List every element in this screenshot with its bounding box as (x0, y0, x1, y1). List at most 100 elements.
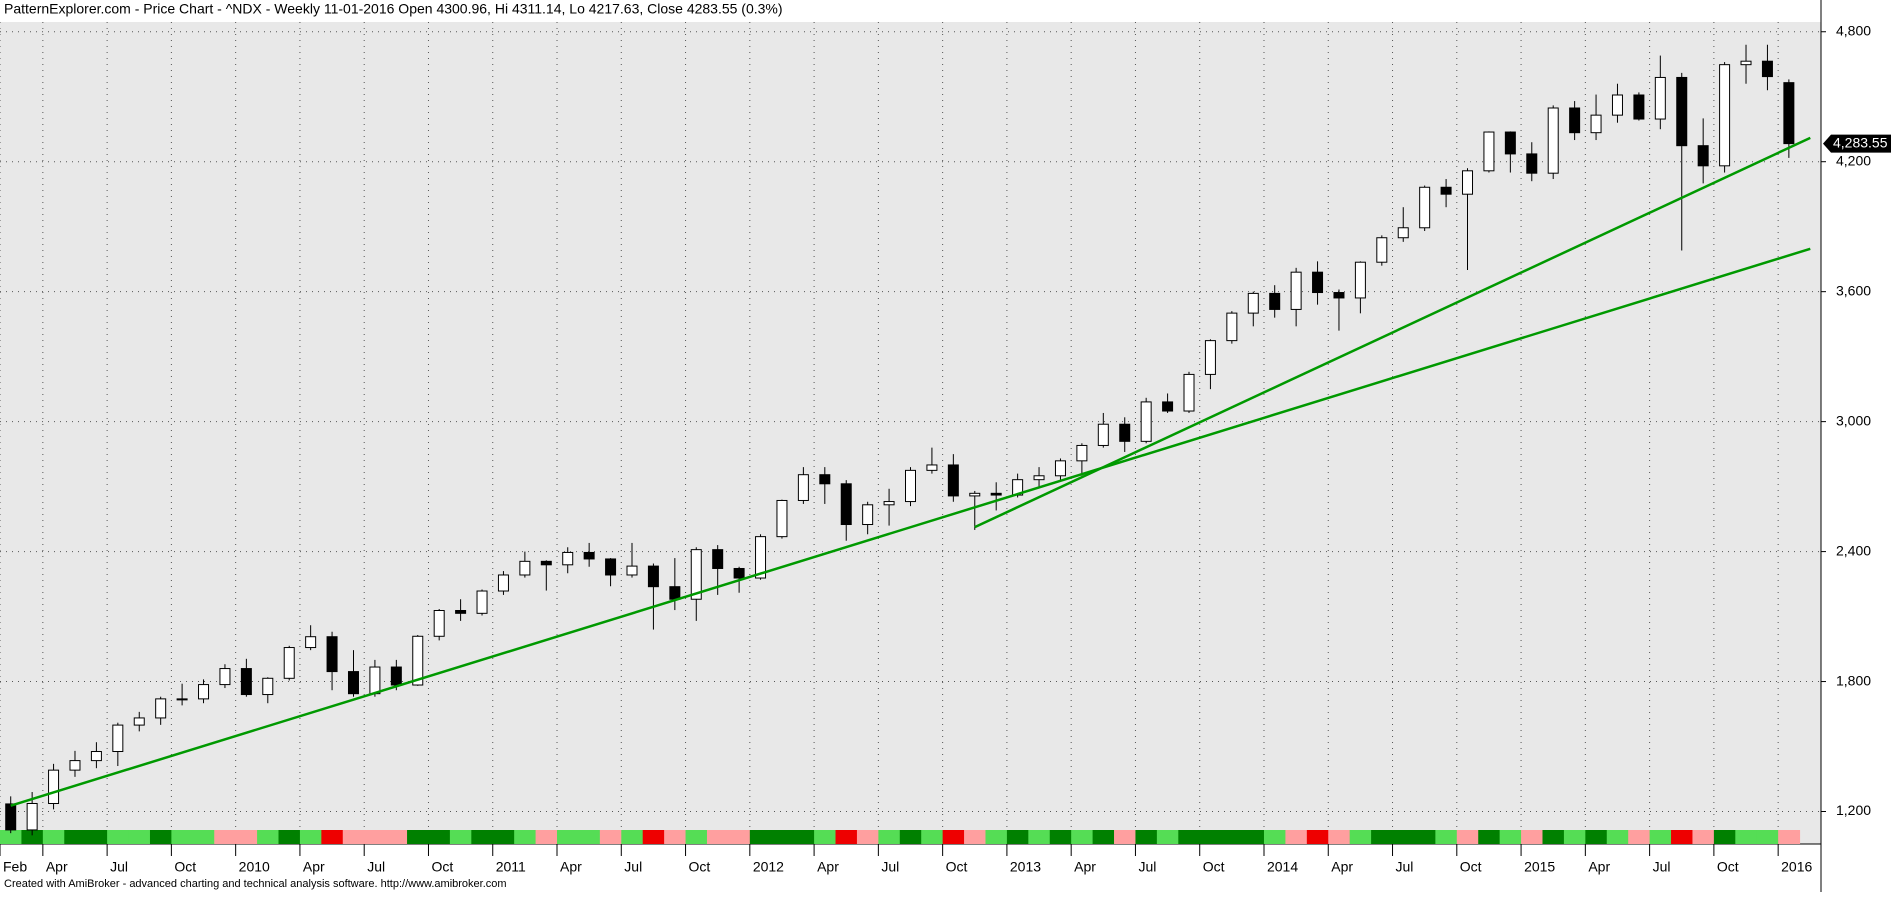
y-tick-label: 4,200 (1836, 152, 1871, 168)
signal-strip-segment (342, 830, 365, 844)
candle-body (1162, 401, 1174, 412)
candle-body (1526, 153, 1538, 174)
candle-body (1440, 186, 1452, 195)
signal-strip-segment (64, 830, 87, 844)
signal-strip-segment (471, 830, 494, 844)
signal-strip-segment (1049, 830, 1072, 844)
x-tick-label: 2016 (1781, 859, 1812, 875)
signal-strip-segment (878, 830, 901, 844)
candle-body (1462, 170, 1474, 195)
candle-body (1611, 94, 1623, 116)
signal-strip-segment (1435, 830, 1458, 844)
signal-strip-segment (1285, 830, 1308, 844)
signal-strip-segment (1778, 830, 1801, 844)
signal-strip-segment (557, 830, 579, 844)
signal-strip-segment (385, 830, 408, 844)
title-box (0, 0, 820, 20)
candle-body (433, 610, 445, 637)
candle-body (347, 671, 359, 695)
candle-body (1761, 60, 1773, 78)
x-tick-label: 2015 (1524, 859, 1555, 875)
candle-body (262, 677, 274, 696)
candle-body (712, 549, 724, 569)
signal-strip-segment (942, 830, 965, 844)
signal-strip-segment (685, 830, 708, 844)
candle-body (969, 492, 981, 497)
signal-strip-segment (535, 830, 558, 844)
signal-strip-segment (1114, 830, 1136, 844)
candle-body (647, 565, 659, 588)
x-tick-label: Apr (817, 859, 839, 875)
candle-body (133, 717, 145, 726)
signal-strip-segment (771, 830, 794, 844)
y-tick-label: 3,000 (1836, 412, 1871, 428)
candle-body (1654, 76, 1666, 120)
y-tick-label: 1,800 (1836, 672, 1871, 688)
trendline (974, 136, 1811, 529)
signal-strip-segment (428, 830, 451, 844)
signal-strip-segment (107, 830, 130, 844)
signal-strip-segment (171, 830, 194, 844)
candle-body (412, 635, 424, 686)
signal-strip-segment (835, 830, 858, 844)
signal-strip-segment (492, 830, 515, 844)
signal-strip-segment (1735, 830, 1758, 844)
candle-body (1247, 292, 1259, 314)
candle-body (48, 769, 60, 804)
candle-body (1547, 107, 1559, 174)
candle-body (1312, 271, 1324, 294)
signal-strip-segment (449, 830, 472, 844)
x-tick-label: Oct (1203, 859, 1225, 875)
candle-body (1483, 131, 1495, 172)
signal-strip-segment (1092, 830, 1115, 844)
candle-body (1054, 460, 1066, 477)
candle-body (283, 647, 295, 679)
signal-strip-segment (128, 830, 151, 844)
x-tick-label: Jul (110, 859, 128, 875)
candle-body (1569, 107, 1581, 134)
signal-strip-segment (1671, 830, 1693, 844)
candle-body (1633, 94, 1645, 120)
y-tick-label: 3,600 (1836, 282, 1871, 298)
candle-body (305, 636, 317, 649)
candle-body (1697, 145, 1709, 167)
x-tick-label: 2012 (753, 859, 784, 875)
signal-strip-segment (1456, 830, 1479, 844)
candle-body (69, 760, 81, 771)
signal-strip-segment (1371, 830, 1394, 844)
signal-strip-segment (214, 830, 237, 844)
x-tick-label: Apr (1074, 859, 1096, 875)
signal-strip-segment (1756, 830, 1779, 844)
last-price-tag (1823, 134, 1891, 153)
x-tick-label: Jul (1138, 859, 1156, 875)
candle-body (1140, 401, 1152, 442)
x-tick-label: 2010 (239, 859, 270, 875)
signal-strip-segment (192, 830, 215, 844)
candle-body (626, 565, 638, 576)
candle-body (1097, 423, 1109, 446)
candle-body (198, 684, 210, 700)
signal-strip-segment (1028, 830, 1051, 844)
candle-body (926, 464, 938, 471)
signal-strip-segment (42, 830, 65, 844)
candle-body (605, 558, 617, 576)
candle-body (5, 803, 17, 831)
candle-body (819, 474, 831, 485)
signal-strip-segment (1478, 830, 1501, 844)
signal-strip-segment (706, 830, 729, 844)
signal-strip-segment (85, 830, 108, 844)
x-tick-label: 2011 (496, 859, 526, 875)
signal-strip-segment (1306, 830, 1329, 844)
signal-strip-segment (578, 830, 601, 844)
candle-body (1076, 444, 1088, 462)
signal-strip-segment (1263, 830, 1286, 844)
signal-strip-segment (1628, 830, 1651, 844)
last-price-label: 4,283.55 (1833, 134, 1888, 150)
signal-strip-segment (985, 830, 1008, 844)
signal-strip-segment (514, 830, 537, 844)
candle-body (990, 492, 1002, 496)
candle-body (1290, 271, 1302, 310)
candle-body (1226, 312, 1238, 342)
x-tick-label: 2013 (1010, 859, 1041, 875)
